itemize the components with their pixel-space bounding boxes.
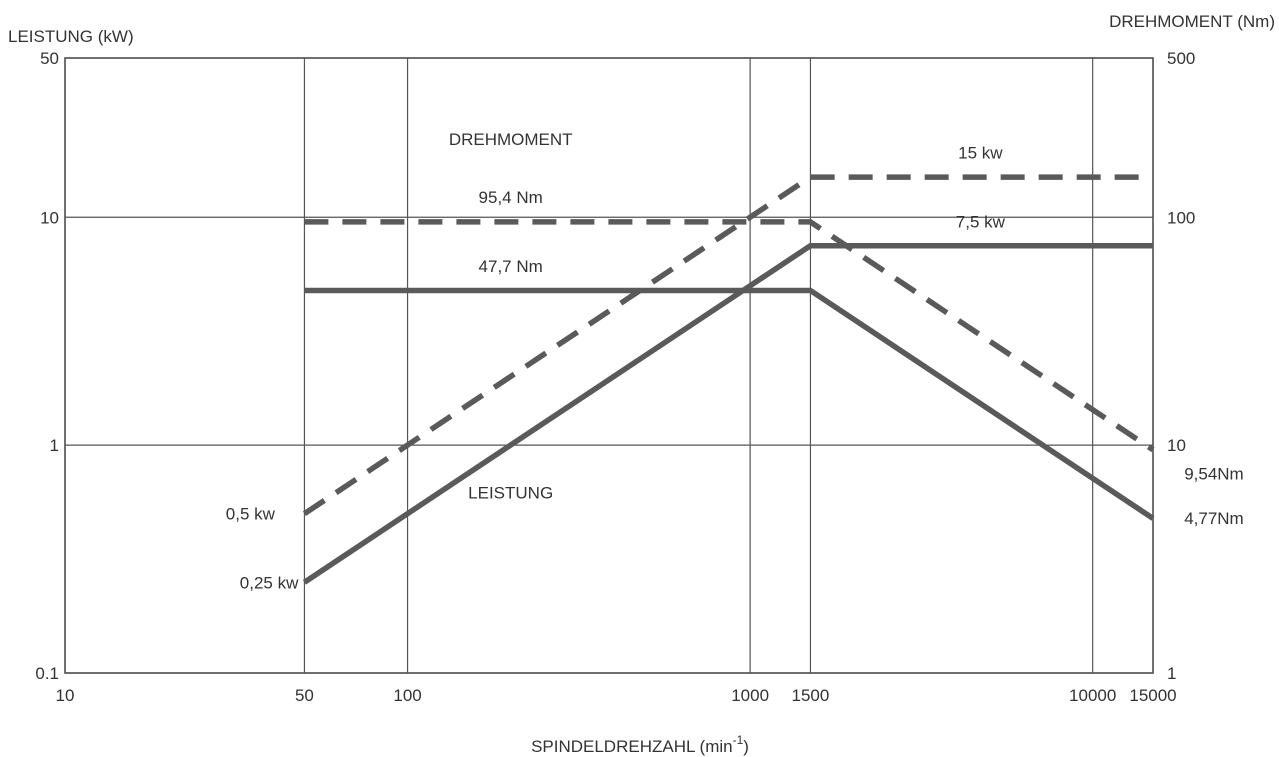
x-tick-label: 50 <box>295 686 314 705</box>
x-axis-title-end: ) <box>743 737 749 756</box>
x-tick-label: 100 <box>393 686 421 705</box>
annotation-label: 47,7 Nm <box>479 257 543 276</box>
y-left-tick-label: 50 <box>40 49 59 68</box>
x-tick-label: 10000 <box>1069 686 1116 705</box>
x-axis-title-main: SPINDELDREHZAHL (min <box>531 737 733 756</box>
y-left-tick-label: 0.1 <box>35 664 59 683</box>
annotation-label: 4,77Nm <box>1184 509 1244 528</box>
annotation-label: 95,4 Nm <box>479 188 543 207</box>
annotation-label: DREHMOMENT <box>449 130 573 149</box>
series-layer <box>302 174 1155 585</box>
series-line-2 <box>302 242 1153 585</box>
series-line-1 <box>302 174 1153 516</box>
annotation-label: 7,5 kw <box>956 212 1006 231</box>
annotation-label: LEISTUNG <box>468 483 553 502</box>
y-left-tick-label: 1 <box>50 436 59 455</box>
y-right-tick-label: 10 <box>1167 436 1186 455</box>
x-tick-label: 1500 <box>792 686 830 705</box>
x-axis-title: SPINDELDREHZAHL (min-1) <box>531 733 749 756</box>
tick-labels: 10 50 100 1000 1500 10000 15000 0.1 1 10 50 1 10 100 5… <box>35 49 1195 705</box>
annotation-label: 0,25 kw <box>240 573 299 592</box>
left-axis-title: LEISTUNG (kW) <box>8 27 134 46</box>
annotations: DREHMOMENT LEISTUNG 95,4 Nm 47,7 Nm 15 kw 7,5… <box>226 130 1244 592</box>
x-tick-label: 10 <box>56 686 75 705</box>
y-left-tick-label: 10 <box>40 208 59 227</box>
y-right-tick-label: 500 <box>1167 49 1195 68</box>
right-axis-title: DREHMOMENT (Nm) <box>1109 12 1275 31</box>
x-tick-label: 15000 <box>1129 686 1176 705</box>
annotation-label: 9,54Nm <box>1184 465 1244 484</box>
series-line-4 <box>304 287 1155 521</box>
x-tick-label: 1000 <box>731 686 769 705</box>
y-right-tick-label: 1 <box>1167 664 1176 683</box>
plot-frame <box>64 57 1154 674</box>
x-axis-title-sup: -1 <box>733 733 744 747</box>
y-right-tick-label: 100 <box>1167 208 1195 227</box>
series-line-3 <box>304 219 1155 453</box>
annotation-label: 15 kw <box>958 144 1003 163</box>
annotation-label: 0,5 kw <box>226 505 276 524</box>
